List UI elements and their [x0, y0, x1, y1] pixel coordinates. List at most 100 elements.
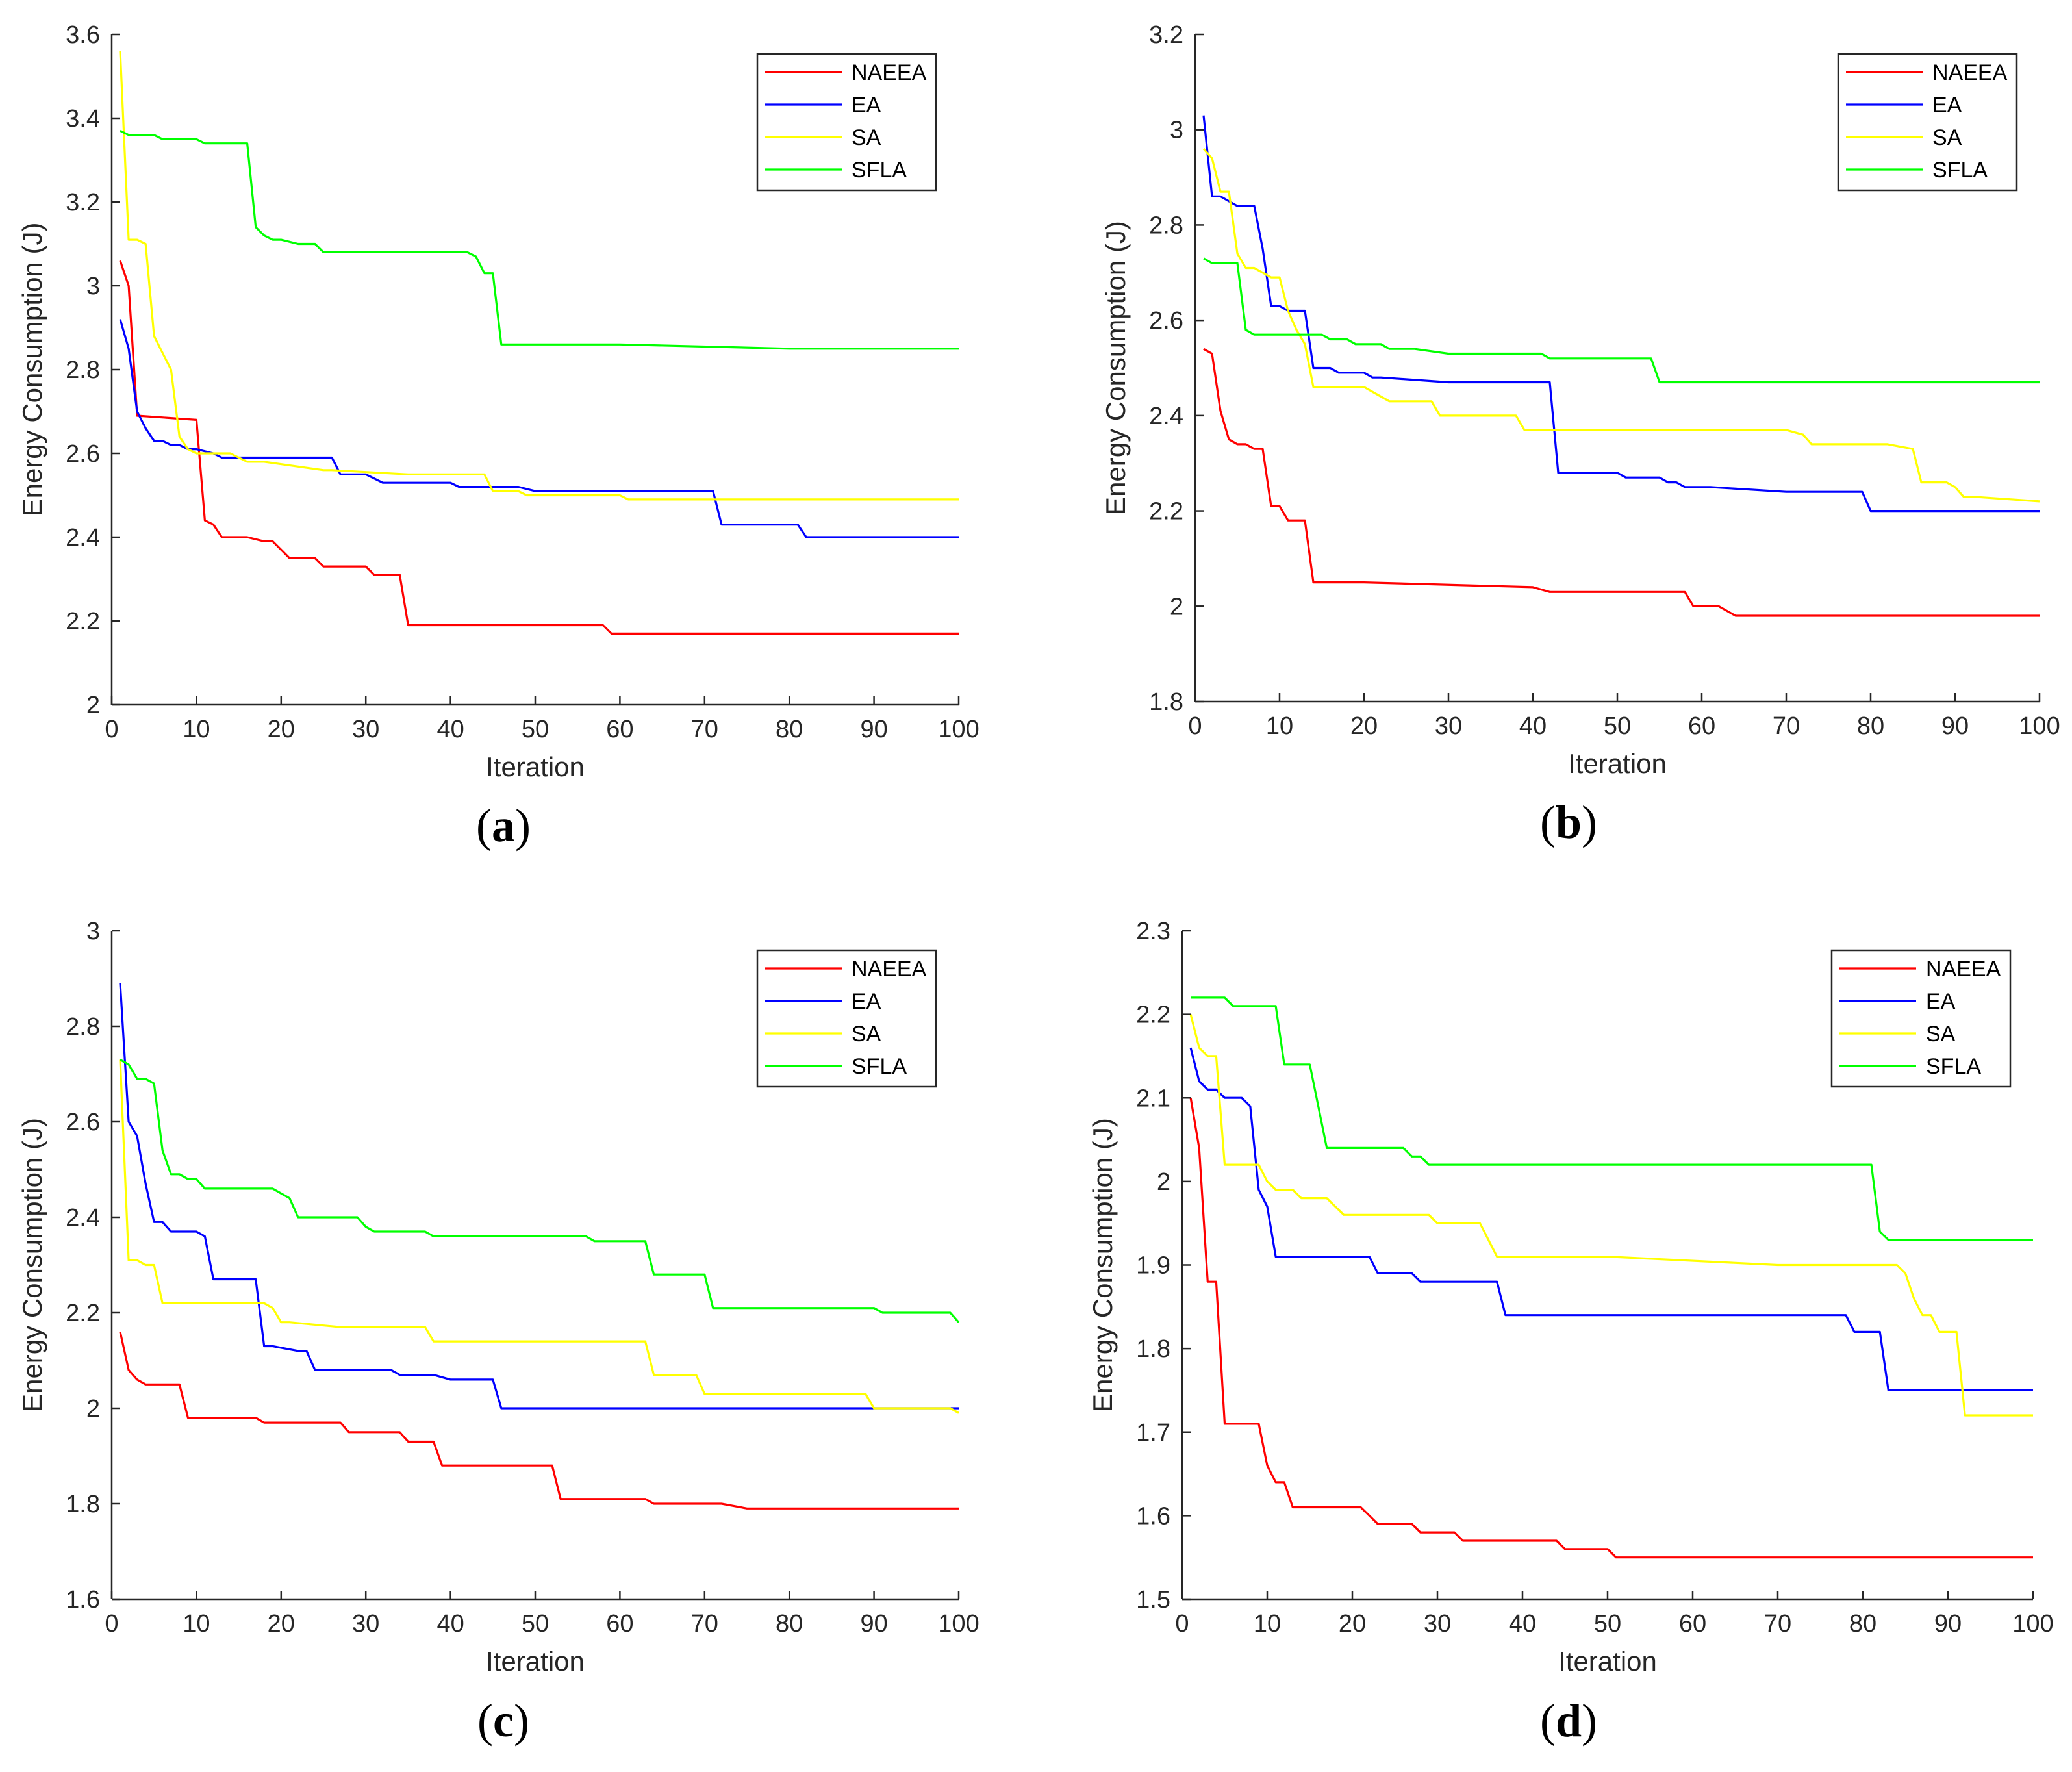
- x-tick-label: 40: [1509, 1610, 1536, 1638]
- legend: NAEEA EA SA SFLA: [1837, 53, 2018, 192]
- y-tick-label: 2.4: [66, 524, 100, 551]
- y-tick-label: 2.8: [66, 1013, 100, 1041]
- series-line-ea: [1189, 1047, 2033, 1391]
- x-tick-label: 60: [606, 1610, 633, 1638]
- legend-label-sfla: SFLA: [852, 1054, 907, 1079]
- x-tick-label: 30: [1435, 713, 1462, 740]
- x-tick-label: 60: [1679, 1610, 1706, 1638]
- legend-label-sa: SA: [1932, 125, 1962, 150]
- y-tick-label: 2.6: [66, 1109, 100, 1136]
- y-axis-label: Energy Consumption (J): [1087, 1118, 1118, 1412]
- x-tick-label: 20: [1350, 713, 1378, 740]
- y-tick-label: 3.6: [66, 21, 100, 49]
- legend-box: [1837, 53, 2018, 192]
- y-tick-label: 2.3: [1136, 918, 1170, 945]
- legend-label-naeea: NAEEA: [852, 957, 927, 981]
- y-tick-label: 1.8: [1149, 689, 1183, 716]
- x-axis-label: Iteration: [1568, 748, 1667, 779]
- y-tick-label: 1.6: [66, 1586, 100, 1614]
- panel-label: (a): [476, 800, 531, 852]
- x-tick-label: 80: [1849, 1610, 1876, 1638]
- x-tick-label: 0: [105, 716, 118, 743]
- y-tick-label: 1.8: [1136, 1335, 1170, 1363]
- series-group: [119, 51, 959, 635]
- legend-label-sfla: SFLA: [1926, 1054, 1981, 1079]
- x-axis-label: Iteration: [486, 1646, 585, 1677]
- series-line-naeea: [1189, 1097, 2033, 1559]
- series-line-naeea: [119, 260, 959, 635]
- x-tick-label: 100: [2019, 713, 2060, 740]
- y-axis-label: Energy Consumption (J): [17, 223, 47, 517]
- x-axis-label: Iteration: [486, 752, 585, 782]
- y-tick-label: 1.9: [1136, 1252, 1170, 1280]
- series-line-naeea: [119, 1332, 959, 1510]
- x-tick-label: 90: [860, 1610, 887, 1638]
- x-tick-label: 60: [1688, 713, 1715, 740]
- y-tick-label: 1.6: [1136, 1502, 1170, 1530]
- chart-b: 0 10 20 30 40 50 60 70 80 90 100 1.8 2 2.2 2.4 2.6 2.8 3 3…: [1100, 21, 2060, 848]
- x-tick-label: 0: [105, 1610, 118, 1638]
- y-tick-label: 2.2: [1149, 498, 1183, 525]
- panel-label: (d): [1540, 1695, 1597, 1747]
- y-tick-label: 2.8: [1149, 212, 1183, 239]
- x-axis-label: Iteration: [1558, 1646, 1657, 1677]
- x-tick-label: 70: [1764, 1610, 1791, 1638]
- y-tick-label: 2.2: [66, 608, 100, 635]
- legend-label-sa: SA: [852, 125, 881, 150]
- y-tick-label: 2: [1157, 1169, 1170, 1196]
- series-line-sa: [119, 1059, 959, 1414]
- x-tick-label: 80: [776, 1610, 803, 1638]
- legend-box: [756, 53, 937, 192]
- x-tick-label: 70: [691, 1610, 718, 1638]
- x-tick-label: 0: [1188, 713, 1202, 740]
- x-tick-label: 50: [1604, 713, 1631, 740]
- y-tick-label: 2.8: [66, 357, 100, 384]
- legend-box: [756, 949, 937, 1088]
- x-tick-label: 50: [522, 716, 549, 743]
- x-tick-label: 80: [776, 716, 803, 743]
- x-tick-label: 50: [1594, 1610, 1621, 1638]
- y-tick-label: 3.2: [66, 189, 100, 216]
- y-tick-label: 2: [1170, 593, 1183, 620]
- y-tick-label: 2.2: [66, 1300, 100, 1327]
- x-tick-label: 10: [183, 1610, 210, 1638]
- series-line-sa: [1189, 1014, 2033, 1417]
- legend-label-naeea: NAEEA: [852, 60, 927, 85]
- y-tick-label: 2.4: [66, 1204, 100, 1232]
- y-tick-label: 1.5: [1136, 1586, 1170, 1614]
- x-tick-label: 20: [1339, 1610, 1366, 1638]
- series-group: [1202, 115, 2040, 617]
- series-line-ea: [119, 983, 959, 1410]
- y-tick-label: 3: [86, 918, 100, 945]
- legend-label-naeea: NAEEA: [1932, 60, 2008, 85]
- legend-label-ea: EA: [1926, 989, 1956, 1014]
- x-tick-label: 90: [860, 716, 887, 743]
- y-tick-label: 3.4: [66, 105, 100, 133]
- series-line-sa: [1202, 148, 2040, 503]
- legend-box: [1830, 949, 2012, 1088]
- y-axis-label: Energy Consumption (J): [1100, 221, 1131, 515]
- x-tick-label: 20: [268, 716, 295, 743]
- series-line-ea: [119, 319, 959, 538]
- x-tick-label: 20: [268, 1610, 295, 1638]
- x-tick-label: 10: [1266, 713, 1293, 740]
- legend: NAEEA EA SA SFLA: [756, 53, 937, 192]
- x-tick-label: 10: [1254, 1610, 1281, 1638]
- x-tick-label: 70: [691, 716, 718, 743]
- x-tick-label: 100: [938, 1610, 979, 1638]
- series-line-sa: [119, 51, 959, 501]
- x-tick-label: 90: [1941, 713, 1969, 740]
- x-tick-label: 100: [2012, 1610, 2053, 1638]
- y-tick-label: 2.1: [1136, 1085, 1170, 1112]
- x-tick-label: 40: [436, 1610, 464, 1638]
- series-line-sfla: [120, 1059, 960, 1323]
- panel-label: (b): [1540, 796, 1597, 848]
- y-tick-label: 1.7: [1136, 1419, 1170, 1447]
- chart-d: 0 10 20 30 40 50 60 70 80 90 100 1.5 1.6 1.7 1.8 1.9 2 2.…: [1087, 918, 2054, 1747]
- y-tick-label: 2.2: [1136, 1002, 1170, 1029]
- series-line-ea: [1202, 115, 2040, 513]
- legend-label-sfla: SFLA: [852, 158, 907, 183]
- x-tick-label: 50: [522, 1610, 549, 1638]
- x-tick-label: 60: [606, 716, 633, 743]
